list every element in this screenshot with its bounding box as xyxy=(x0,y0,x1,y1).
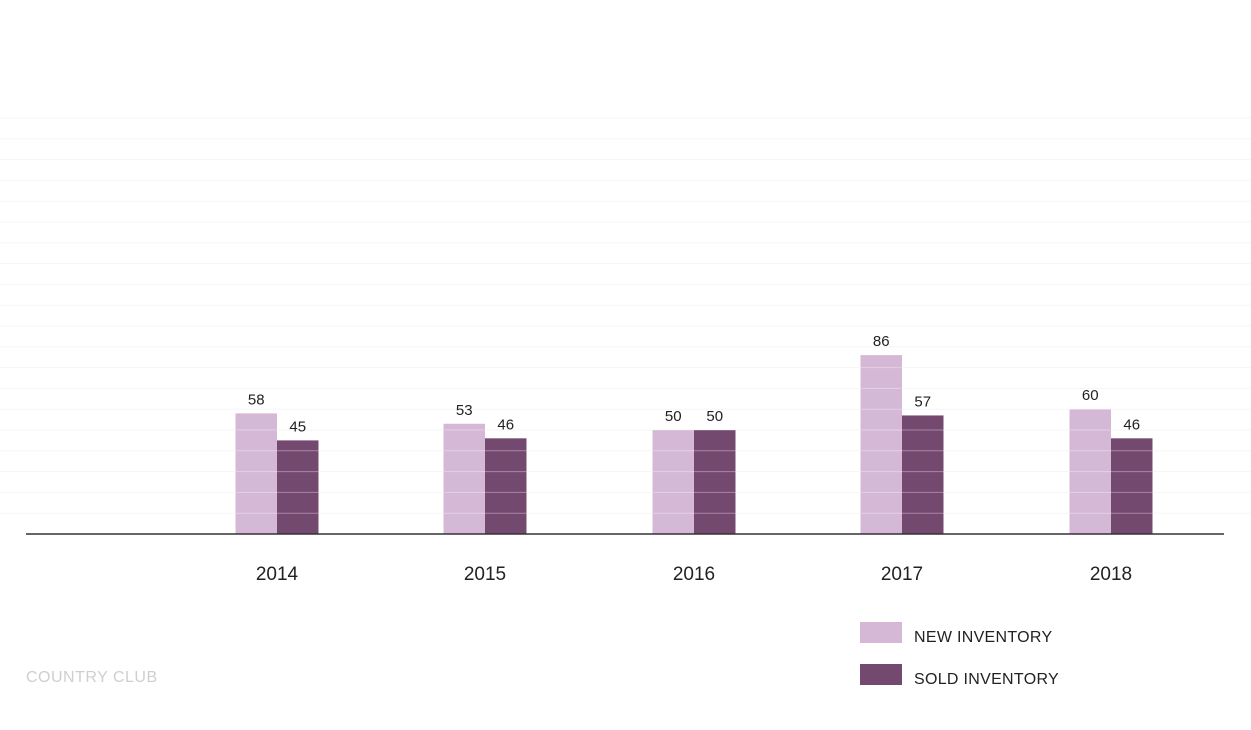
data-label-new-inventory-2016: 50 xyxy=(665,408,682,425)
footer-label: COUNTRY CLUB xyxy=(26,669,158,686)
legend-label-sold-inventory: SOLD INVENTORY xyxy=(914,671,1059,688)
legend: NEW INVENTORY SOLD INVENTORY xyxy=(860,622,1059,688)
bar-sold-inventory-2016 xyxy=(694,430,736,534)
bar-sold-inventory-2015 xyxy=(485,438,527,534)
data-label-sold-inventory-2016: 50 xyxy=(706,408,723,425)
x-tick-labels: 2014 2015 2016 2017 2018 xyxy=(256,564,1132,585)
x-tick-label-2016: 2016 xyxy=(673,564,715,585)
x-tick-label-2015: 2015 xyxy=(464,564,506,585)
data-label-sold-inventory-2017: 57 xyxy=(914,393,931,410)
data-label-new-inventory-2015: 53 xyxy=(456,402,473,419)
gridlines xyxy=(0,117,1251,514)
data-label-sold-inventory-2014: 45 xyxy=(289,418,306,435)
data-label-new-inventory-2018: 60 xyxy=(1082,387,1099,404)
data-labels: 58 45 53 46 50 50 86 57 60 46 xyxy=(248,333,1140,435)
bar-gridline-overlay xyxy=(0,117,1251,514)
x-tick-label-2017: 2017 xyxy=(881,564,923,585)
x-tick-label-2018: 2018 xyxy=(1090,564,1132,585)
data-label-new-inventory-2017: 86 xyxy=(873,333,890,350)
bar-sold-inventory-2017 xyxy=(902,415,944,534)
x-tick-label-2014: 2014 xyxy=(256,564,299,585)
bar-new-inventory-2017 xyxy=(860,355,902,534)
legend-swatch-sold-inventory xyxy=(860,664,902,685)
data-label-sold-inventory-2015: 46 xyxy=(497,416,514,433)
legend-label-new-inventory: NEW INVENTORY xyxy=(914,629,1052,646)
bars xyxy=(235,355,1153,534)
legend-swatch-new-inventory xyxy=(860,622,902,643)
bar-new-inventory-2015 xyxy=(443,423,485,534)
bar-sold-inventory-2018 xyxy=(1111,438,1153,534)
data-label-sold-inventory-2018: 46 xyxy=(1123,416,1140,433)
bar-new-inventory-2014 xyxy=(235,413,277,534)
bar-new-inventory-2016 xyxy=(652,430,694,534)
bar-new-inventory-2018 xyxy=(1069,409,1111,534)
data-label-new-inventory-2014: 58 xyxy=(248,391,265,408)
bar-sold-inventory-2014 xyxy=(277,440,319,534)
